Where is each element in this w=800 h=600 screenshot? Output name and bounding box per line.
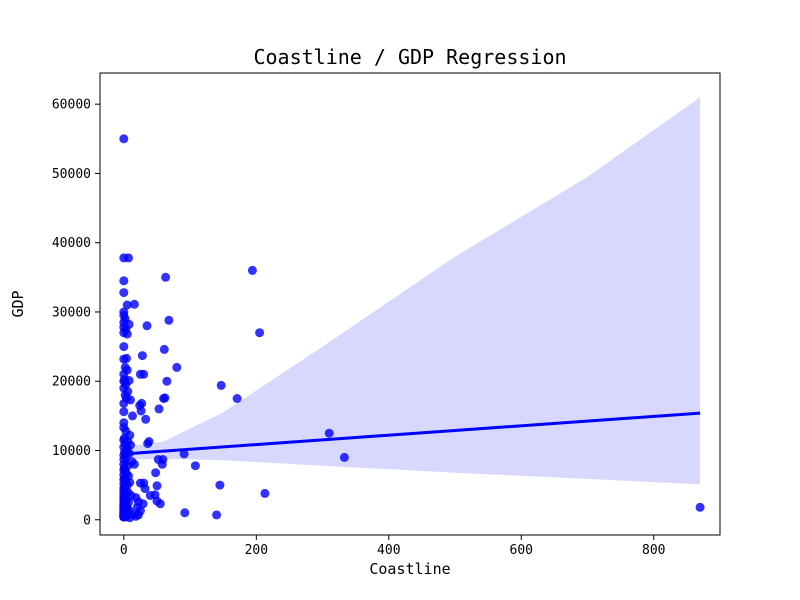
y-tick-label: 30000	[52, 305, 91, 320]
scatter-point	[141, 414, 151, 424]
x-tick-label: 200	[245, 543, 268, 558]
scatter-point	[119, 276, 129, 286]
y-tick-label: 40000	[52, 236, 91, 251]
scatter-point	[125, 513, 135, 523]
scatter-point	[152, 481, 162, 491]
y-axis-ticks: 0 10000 20000 30000 40000 50000 60000	[52, 98, 100, 528]
scatter-point	[129, 299, 139, 309]
scatter-point	[164, 315, 174, 325]
scatter-point	[119, 134, 129, 144]
scatter-point	[151, 468, 161, 478]
scatter-point	[139, 369, 149, 379]
confidence-band	[123, 97, 701, 485]
scatter-point	[179, 449, 189, 459]
scatter-points-layer	[119, 134, 705, 523]
scatter-point	[695, 502, 705, 512]
scatter-point	[190, 461, 200, 471]
x-tick-label: 0	[120, 543, 128, 558]
scatter-point	[216, 380, 226, 390]
scatter-point	[137, 351, 147, 361]
scatter-point	[143, 439, 153, 449]
scatter-point	[255, 328, 265, 338]
scatter-point	[324, 428, 334, 438]
x-axis-ticks: 0 200 400 600 800	[120, 535, 666, 558]
y-tick-label: 60000	[52, 98, 91, 113]
scatter-point	[215, 480, 225, 490]
y-tick-label: 20000	[52, 375, 91, 390]
x-tick-label: 400	[377, 543, 400, 558]
scatter-point	[128, 411, 137, 421]
regression-line	[123, 411, 701, 456]
scatter-point	[122, 329, 132, 339]
scatter-point	[162, 376, 172, 386]
scatter-point	[136, 406, 146, 416]
scatter-point	[212, 510, 222, 520]
scatter-point	[119, 342, 129, 352]
scatter-point	[140, 484, 150, 494]
scatter-point	[232, 394, 242, 403]
scatter-point	[126, 395, 135, 405]
scatter-point	[172, 362, 182, 372]
scatter-point	[161, 272, 171, 282]
scatter-point	[142, 321, 152, 331]
y-tick-label: 0	[83, 513, 91, 528]
scatter-point	[154, 404, 164, 414]
x-tick-label: 800	[642, 543, 665, 558]
y-tick-label: 50000	[52, 167, 91, 182]
regression-line-layer	[123, 411, 701, 456]
chart-title: Coastline / GDP Regression	[253, 45, 566, 69]
scatter-point	[135, 506, 145, 516]
x-axis-label: Coastline	[369, 560, 450, 578]
y-tick-label: 10000	[52, 444, 91, 459]
scatter-point	[160, 393, 170, 403]
scatter-point	[247, 265, 257, 275]
y-axis-label: GDP	[9, 290, 27, 317]
plot-frame	[99, 72, 721, 536]
scatter-point	[122, 353, 131, 363]
scatter-point	[180, 508, 190, 518]
scatter-point	[124, 253, 133, 263]
scatter-point	[122, 300, 132, 310]
confidence-band-layer	[123, 97, 701, 485]
scatter-point	[260, 488, 270, 498]
scatter-point	[158, 455, 168, 464]
scatter-point	[119, 398, 129, 408]
scatter-point	[152, 496, 162, 506]
scatter-point	[339, 452, 349, 462]
scatter-point	[119, 407, 129, 417]
scatter-point	[119, 288, 129, 298]
scatter-point	[129, 459, 139, 469]
x-tick-label: 600	[510, 543, 533, 558]
scatter-point	[159, 344, 169, 354]
